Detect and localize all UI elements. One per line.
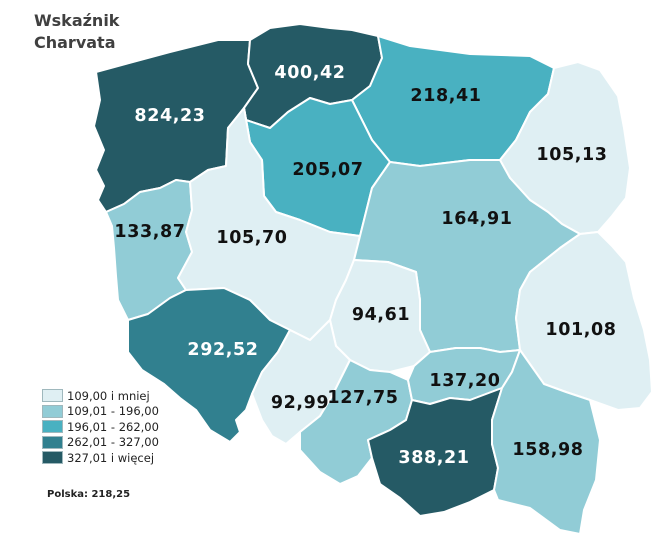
- region-małopolskie: [367, 387, 503, 517]
- legend-swatch: [42, 389, 63, 403]
- region-value-label: 105,13: [536, 145, 607, 165]
- legend-item: 109,01 - 196,00: [42, 404, 159, 420]
- region-value-label: 205,07: [292, 160, 363, 180]
- region-value-label: 218,41: [410, 86, 481, 106]
- region-value-label: 158,98: [512, 440, 583, 460]
- legend-swatch: [42, 404, 63, 418]
- legend-label: 327,01 i więcej: [67, 450, 155, 465]
- region-value-label: 127,75: [327, 388, 398, 408]
- region-value-label: 400,42: [274, 63, 345, 83]
- region-value-label: 137,20: [429, 371, 500, 391]
- legend-item: 327,01 i więcej: [42, 450, 159, 466]
- legend-label: 109,01 - 196,00: [67, 404, 159, 419]
- legend-item: 109,00 i mniej: [42, 388, 159, 404]
- region-value-label: 92,99: [271, 393, 329, 413]
- legend: 109,00 i mniej 109,01 - 196,00 196,01 - …: [42, 388, 159, 466]
- region-value-label: 164,91: [441, 209, 512, 229]
- map-title-line-2: Charvata: [34, 33, 116, 52]
- region-śląskie: [299, 359, 413, 485]
- region-value-label: 101,08: [545, 320, 616, 340]
- legend-item: 262,01 - 327,00: [42, 435, 159, 451]
- region-value-label: 105,70: [216, 228, 287, 248]
- legend-label: 109,00 i mniej: [67, 388, 150, 403]
- legend-label: 196,01 - 262,00: [67, 419, 159, 434]
- legend-swatch: [42, 420, 63, 434]
- region-value-label: 824,23: [134, 106, 205, 126]
- region-value-label: 133,87: [114, 222, 185, 242]
- region-lubelskie: [515, 231, 653, 411]
- region-value-label: 292,52: [187, 340, 258, 360]
- legend-item: 196,01 - 262,00: [42, 419, 159, 435]
- map-title: Wskaźnik Charvata: [34, 10, 119, 54]
- legend-label: 262,01 - 327,00: [67, 435, 159, 450]
- map-title-line-1: Wskaźnik: [34, 11, 120, 30]
- legend-swatch: [42, 435, 63, 449]
- region-value-label: 388,21: [398, 448, 469, 468]
- region-dolnośląskie: [127, 287, 291, 443]
- country-total: Polska: 218,25: [47, 489, 131, 500]
- region-podkarpackie: [491, 349, 601, 535]
- legend-swatch: [42, 451, 63, 465]
- region-value-label: 94,61: [352, 305, 410, 325]
